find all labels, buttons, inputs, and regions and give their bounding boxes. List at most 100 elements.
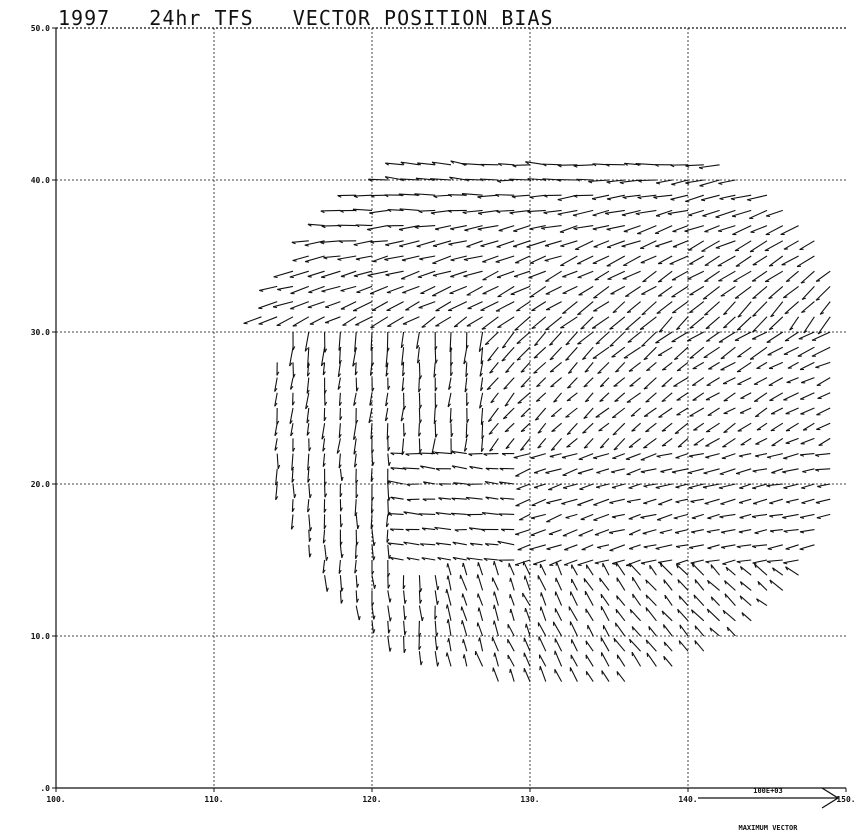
vector-arrow (701, 240, 720, 252)
vector-arrow (289, 347, 294, 367)
vector-head (307, 466, 311, 471)
vector-arrow (526, 240, 546, 249)
vector-arrow (592, 255, 610, 265)
vector-head (661, 385, 666, 388)
vector-arrow (304, 331, 310, 352)
vector-head (369, 212, 374, 215)
vector-head (435, 512, 440, 516)
vector-shaft (570, 591, 578, 606)
vector-arrow (352, 301, 373, 312)
vector-arrow (797, 346, 815, 357)
vector-shaft (658, 559, 673, 564)
vector-shaft (274, 392, 278, 407)
vector-head (400, 344, 405, 349)
vector-arrow (626, 468, 641, 476)
vector-arrow (576, 255, 594, 265)
vector-shaft (541, 225, 562, 229)
vector-arrow (336, 438, 341, 454)
vector-shaft (514, 559, 531, 566)
vector-head (691, 517, 696, 520)
vector-arrow (387, 225, 404, 229)
vector-arrow (243, 316, 262, 325)
vector-head (477, 228, 482, 231)
vector-head (451, 497, 456, 501)
vector-arrow (339, 407, 343, 421)
vector-arrow (704, 498, 720, 505)
vector-arrow (554, 591, 563, 606)
vector-head (451, 465, 456, 469)
vector-head (400, 417, 405, 422)
vector-arrow (414, 225, 436, 229)
vector-shaft (571, 564, 578, 576)
vector-arrow (355, 529, 359, 546)
vector-shaft (289, 270, 309, 278)
vector-arrow (566, 392, 578, 402)
vector-arrow (592, 225, 610, 231)
vector-head (452, 556, 457, 561)
vector-arrow (390, 467, 404, 471)
vector-head (446, 563, 449, 568)
vector-head (645, 430, 650, 433)
vector-head (643, 546, 648, 549)
vector-shaft (523, 668, 531, 682)
vector-arrow (679, 624, 689, 637)
vector-arrow (655, 544, 673, 550)
vector-head (503, 387, 508, 390)
vector-head (661, 399, 666, 403)
vector-shaft (595, 407, 610, 418)
vector-shaft (815, 270, 831, 282)
vector-arrow (418, 635, 422, 651)
vector-arrow (434, 225, 452, 231)
vector-arrow (401, 347, 405, 366)
vector-arrow (354, 331, 358, 353)
vector-head (596, 486, 601, 489)
vector-shaft (462, 193, 483, 196)
vector-arrow (498, 559, 515, 563)
vector-head (446, 575, 449, 580)
vector-arrow (501, 331, 515, 349)
vector-arrow (767, 453, 783, 459)
vector-arrow (385, 240, 404, 247)
vector-shaft (516, 331, 531, 344)
vector-arrow (737, 422, 752, 432)
vector-shaft (512, 240, 531, 247)
vector-head (640, 516, 645, 519)
vector-arrow (385, 162, 404, 166)
vector-head (291, 508, 295, 513)
vector-arrow (462, 639, 468, 652)
vector-shaft (516, 346, 531, 361)
vector-arrow (370, 316, 389, 329)
vector-shaft (535, 392, 547, 402)
vector-shaft (509, 577, 515, 591)
vector-shaft (592, 255, 610, 264)
vector-shaft (632, 576, 642, 591)
vector-arrow (386, 301, 404, 312)
vector-shaft (387, 542, 404, 546)
vector-head (642, 280, 647, 283)
vector-head (646, 369, 651, 372)
vector-head (520, 385, 525, 388)
vector-head (373, 542, 376, 547)
vector-arrow (565, 331, 578, 346)
x-tick-label: 120. (362, 795, 381, 804)
vector-head (324, 481, 327, 486)
vector-shaft (783, 483, 799, 489)
vector-head (719, 516, 724, 519)
vector-shaft (645, 639, 657, 652)
vector-shaft (704, 225, 720, 233)
vector-shaft (533, 483, 546, 488)
vector-arrow (385, 270, 404, 277)
vector-shaft (459, 574, 468, 591)
vector-shaft (495, 255, 515, 263)
vector-shaft (338, 559, 341, 574)
vector-head (448, 243, 453, 246)
vector-arrow (752, 498, 768, 505)
vector-head (738, 502, 744, 504)
vector-head (537, 430, 542, 434)
vector-shaft (507, 623, 515, 637)
vector-shaft (477, 574, 484, 591)
vector-arrow (338, 331, 342, 351)
vector-arrow (516, 483, 531, 490)
vector-head (338, 240, 343, 244)
vector-shaft (671, 270, 689, 281)
